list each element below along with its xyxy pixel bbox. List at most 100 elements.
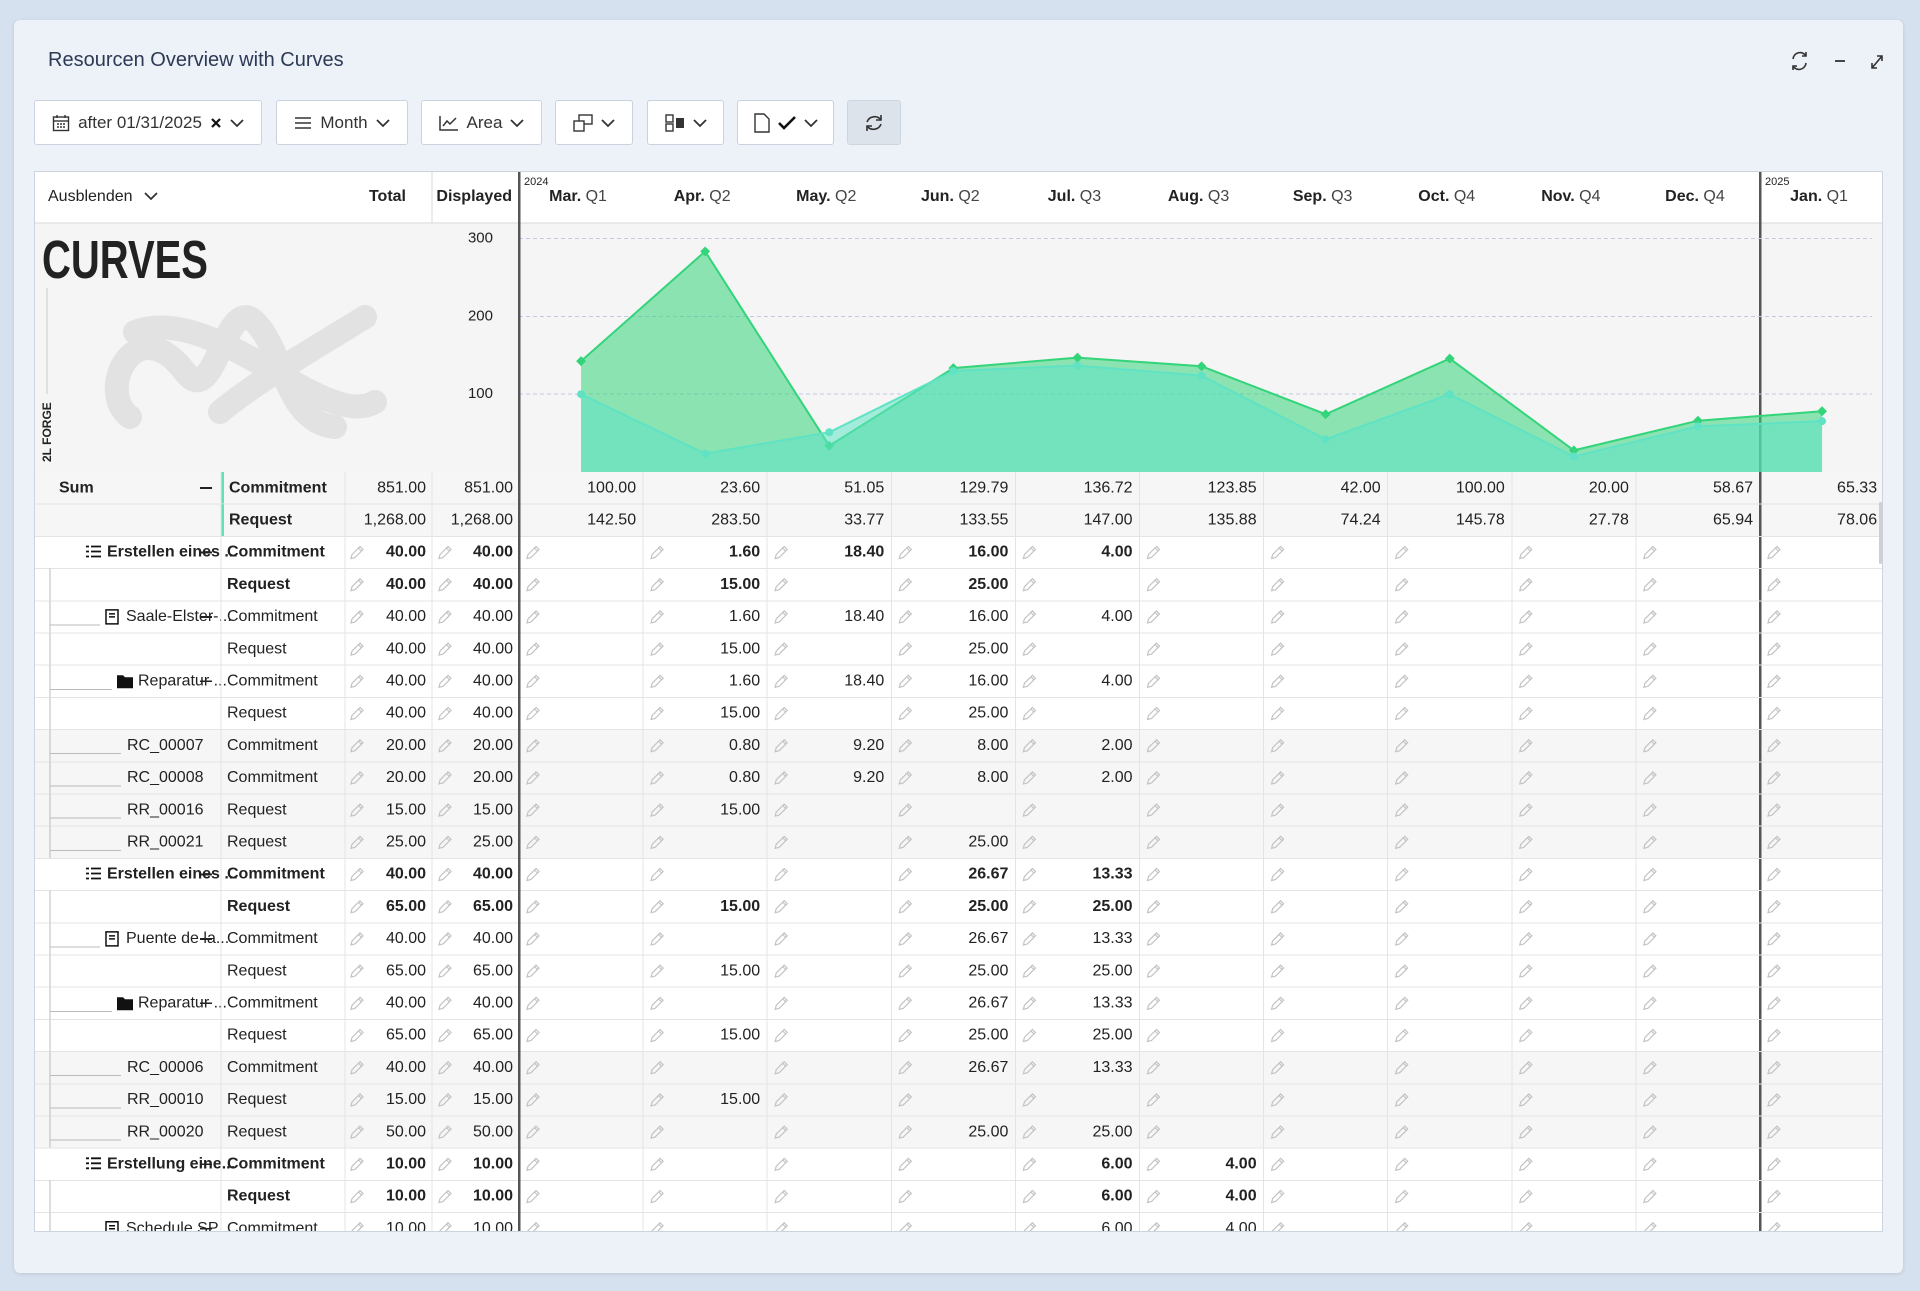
total: 40.00 — [386, 866, 426, 883]
month-value: 0.80 — [729, 769, 760, 786]
row-type: Request — [227, 898, 291, 915]
month-header: Aug. Q3 — [1168, 188, 1229, 205]
row-background — [35, 1084, 1883, 1116]
month-value: 4.00 — [1225, 1188, 1256, 1205]
total: 65.00 — [386, 1027, 426, 1044]
chevron — [510, 118, 524, 128]
layout-icon — [573, 114, 593, 132]
displayed-header: Displayed — [436, 188, 512, 205]
chevron — [230, 118, 244, 128]
month-header: May. Q2 — [796, 188, 856, 205]
month-header: Nov. Q4 — [1541, 188, 1600, 205]
month-value: 2.00 — [1101, 769, 1132, 786]
month-header: Mar. Q1 — [549, 188, 607, 205]
month-value: 16.00 — [968, 544, 1008, 561]
month-value: 25.00 — [968, 640, 1008, 657]
month-value: 18.40 — [844, 673, 884, 690]
row-name: RR_00016 — [127, 801, 204, 818]
row-name: RR_00021 — [127, 834, 204, 851]
logo: CURVES — [42, 230, 208, 290]
month-value: 25.00 — [1092, 898, 1132, 915]
year-label: 2025 — [1765, 176, 1789, 188]
refresh-icon[interactable] — [1793, 52, 1806, 70]
clear-icon[interactable] — [210, 117, 222, 129]
row-type: Request — [227, 1027, 287, 1044]
total: 1,268.00 — [364, 512, 426, 529]
chevron — [693, 118, 707, 128]
displayed: 65.00 — [473, 898, 513, 915]
chart-type-select[interactable]: Area — [421, 100, 542, 145]
row-name: Erstellen eines ... — [107, 866, 238, 883]
total: 40.00 — [386, 576, 426, 593]
month-value: 25.00 — [968, 576, 1008, 593]
date-filter[interactable]: after 01/31/2025 — [34, 100, 262, 145]
row-name: Erstellung eine... — [107, 1156, 235, 1173]
expand-icon[interactable] — [1872, 56, 1882, 68]
month-value: 74.24 — [1341, 512, 1381, 529]
month-value: 15.00 — [720, 576, 760, 593]
month-value: 145.78 — [1456, 512, 1505, 529]
total: 20.00 — [386, 737, 426, 754]
group-select[interactable] — [647, 100, 724, 145]
window-controls[interactable] — [1784, 46, 1894, 76]
quarter: Q4 — [1703, 188, 1724, 205]
row-name: RC_00007 — [127, 737, 204, 754]
date-filter-label: after 01/31/2025 — [78, 113, 202, 133]
month-name: Dec. — [1665, 188, 1699, 205]
quarter: Q3 — [1208, 188, 1229, 205]
reload-icon — [863, 112, 885, 134]
reload-button[interactable] — [847, 100, 901, 145]
quarter: Q2 — [958, 188, 979, 205]
displayed: 20.00 — [473, 737, 513, 754]
displayed: 50.00 — [473, 1123, 513, 1140]
quarter: Q4 — [1579, 188, 1600, 205]
quarter: Q1 — [1827, 188, 1848, 205]
month-value: 8.00 — [977, 769, 1008, 786]
row-type: Request — [227, 705, 287, 722]
row-type: Commitment — [227, 1059, 318, 1076]
month-value: 25.00 — [968, 1027, 1008, 1044]
month-name: Mar. — [549, 188, 581, 205]
displayed: 851.00 — [464, 479, 513, 496]
displayed: 20.00 — [473, 769, 513, 786]
row-name: Reparatur ... — [138, 673, 227, 690]
total: 50.00 — [386, 1123, 426, 1140]
month-value: 25.00 — [1092, 1027, 1132, 1044]
month-name: Oct. — [1418, 188, 1449, 205]
month-value: 8.00 — [977, 737, 1008, 754]
displayed: 65.00 — [473, 962, 513, 979]
export-select[interactable] — [737, 100, 834, 145]
month-header: Jun. Q2 — [921, 188, 980, 205]
month-value: 15.00 — [720, 898, 760, 915]
table-grid: AusblendenTotalDisplayedMar. Q12024Apr. … — [35, 172, 1883, 1232]
row-background — [35, 1116, 1883, 1148]
period-select[interactable]: Month — [276, 100, 408, 145]
month-name: Aug. — [1168, 188, 1204, 205]
row-type: Request — [227, 1188, 291, 1205]
month-value: 25.00 — [968, 1123, 1008, 1140]
check-icon — [778, 116, 796, 130]
row-background — [35, 794, 1883, 826]
month-value: 15.00 — [720, 1091, 760, 1108]
total: 65.00 — [386, 898, 426, 915]
month-value: 15.00 — [720, 1027, 760, 1044]
month-value: 15.00 — [720, 640, 760, 657]
total: 40.00 — [386, 673, 426, 690]
total: 40.00 — [386, 544, 426, 561]
group-icon — [665, 114, 685, 132]
point — [701, 450, 709, 458]
month-header: Sep. Q3 — [1293, 188, 1353, 205]
month-value: 4.00 — [1225, 1220, 1256, 1232]
month-value: 2.00 — [1101, 737, 1132, 754]
row-background — [35, 955, 1883, 987]
displayed: 10.00 — [473, 1156, 513, 1173]
month-value: 26.67 — [968, 930, 1008, 947]
row-type: Commitment — [227, 544, 325, 561]
row-name: Puente de la... — [126, 930, 229, 947]
month-value: 18.40 — [844, 608, 884, 625]
layout-select[interactable] — [555, 100, 633, 145]
displayed: 40.00 — [473, 866, 513, 883]
displayed: 40.00 — [473, 608, 513, 625]
month-header: Jan. Q1 — [1790, 188, 1848, 205]
